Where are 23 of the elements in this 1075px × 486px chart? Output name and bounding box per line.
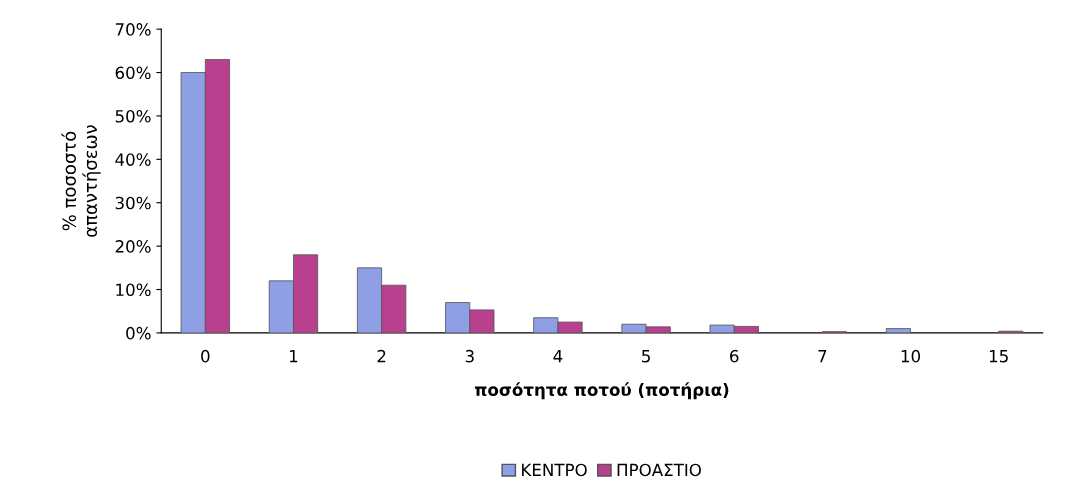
x-tick-label: 3: [465, 349, 474, 363]
y-tick-label: 60%: [115, 66, 151, 80]
y-tick-label: 40%: [115, 153, 151, 166]
legend-label: ΠΡΟΑΣΤΙΟ: [617, 463, 701, 477]
bar: [885, 328, 911, 333]
y-tick-label: 50%: [115, 109, 151, 123]
x-tick-label: 15: [989, 350, 1008, 363]
x-tick-label: 0: [201, 349, 210, 363]
x-tick-label: 1: [290, 350, 298, 363]
y-axis-title: % ποσοστό απαντήσεων: [61, 125, 101, 237]
y-tick-label: 70%: [115, 23, 151, 36]
y-tick-label: 0%: [126, 326, 151, 340]
y-tick-label: 20%: [115, 240, 151, 253]
legend-label: ΚΕΝΤΡΟ: [522, 463, 587, 477]
x-axis-title: ποσότητα ποτού (ποτήρια): [474, 382, 729, 400]
x-tick-label: 10: [901, 349, 921, 363]
x-tick-label: 4: [553, 350, 563, 363]
y-tick-label: 10%: [116, 283, 151, 297]
x-tick-label: 6: [730, 349, 739, 363]
x-tick-label: 7: [818, 350, 827, 363]
y-tick-label: 30%: [115, 196, 151, 210]
x-tick-label: 5: [642, 350, 650, 363]
x-tick-label: 2: [377, 349, 386, 363]
